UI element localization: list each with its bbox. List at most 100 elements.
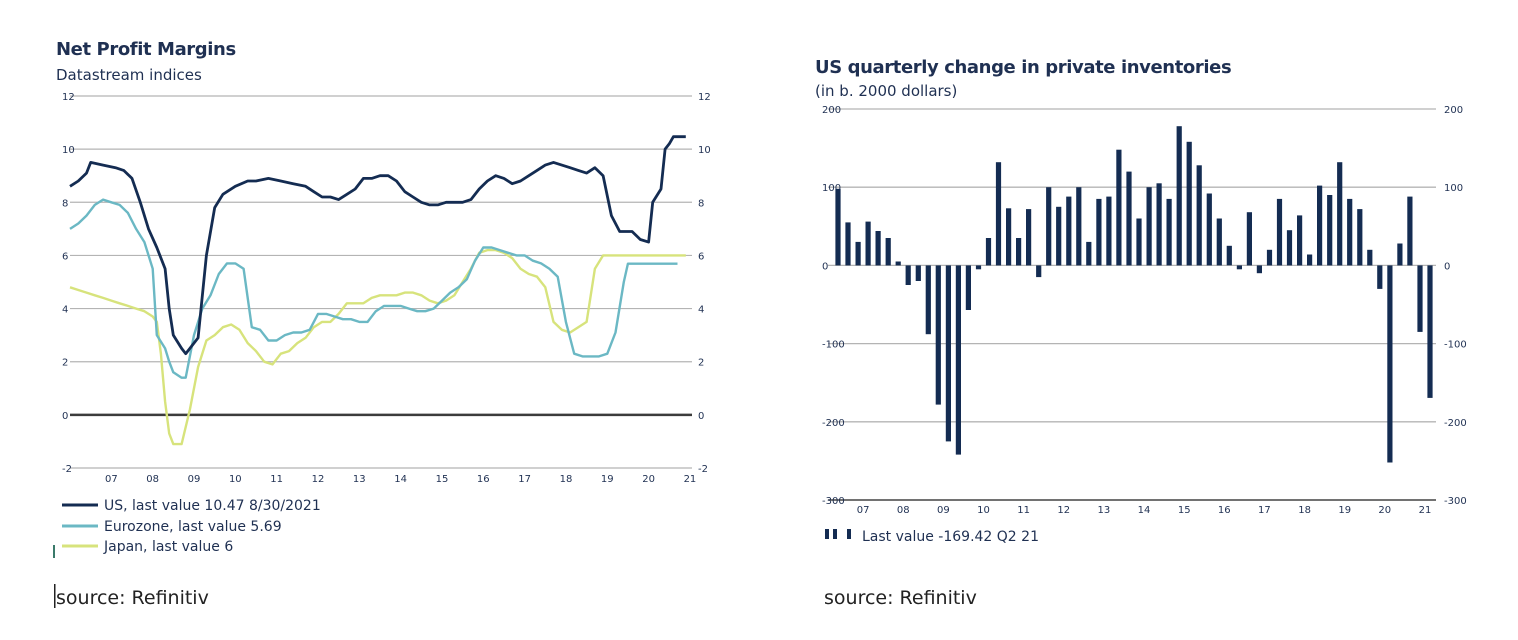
x-tick-label: 14 xyxy=(394,474,407,485)
source-left: source: Refinitiv xyxy=(56,587,209,609)
x-tick-label: 07 xyxy=(105,474,118,485)
y-tick-label: -100 xyxy=(1444,340,1467,351)
x-tick-label: 11 xyxy=(270,474,283,485)
legend: Last value -169.42 Q2 21 xyxy=(825,529,1039,545)
series-line-eurozone xyxy=(69,198,678,379)
gridlines xyxy=(828,108,1436,501)
bar xyxy=(1286,230,1293,266)
bar xyxy=(835,188,841,266)
y-tick-label: -200 xyxy=(822,418,845,429)
bar xyxy=(1076,187,1082,266)
bar xyxy=(1407,196,1413,266)
x-tick-label: 18 xyxy=(560,474,573,485)
bar xyxy=(915,265,921,281)
series-line-us xyxy=(69,135,686,356)
y-tick-label: 8 xyxy=(62,198,68,209)
y-tick-label: 8 xyxy=(698,198,704,209)
bar xyxy=(1096,198,1102,266)
x-tick-label: 09 xyxy=(188,474,201,485)
y-tick-label: 2 xyxy=(698,358,704,369)
bar xyxy=(1276,198,1283,266)
bar xyxy=(1206,193,1212,266)
y-tick-label: 4 xyxy=(62,305,68,316)
source-right: source: Refinitiv xyxy=(824,587,977,609)
x-tick-label: 15 xyxy=(1178,505,1191,516)
bar xyxy=(1347,198,1353,266)
bar xyxy=(1417,265,1423,332)
bar xyxy=(1136,218,1142,266)
x-tick-label: 07 xyxy=(857,505,870,516)
bar xyxy=(1307,254,1313,266)
bar xyxy=(1266,249,1273,266)
legend-label-japan: Japan, last value 6 xyxy=(103,539,233,555)
bar xyxy=(1066,196,1072,266)
y-tick-label: 100 xyxy=(1444,183,1463,194)
bar xyxy=(1026,209,1032,266)
legend-label-us: US, last value 10.47 8/30/2021 xyxy=(104,498,321,514)
x-axis: 07 08 09 10 11 12 13 14 15 16 17 18 19 20 21 xyxy=(105,474,696,485)
y-axis-right: -300 -200 -100 0 100 200 xyxy=(1444,105,1467,507)
bar xyxy=(855,241,861,266)
y-tick-label: 0 xyxy=(698,411,704,422)
bar xyxy=(1126,171,1132,266)
legend: US, last value 10.47 8/30/2021 Eurozone,… xyxy=(62,498,321,555)
bar xyxy=(1337,162,1343,266)
bar xyxy=(905,265,911,285)
x-tick-label: 20 xyxy=(642,474,655,485)
x-tick-label: 21 xyxy=(1419,505,1432,516)
bar xyxy=(1357,209,1363,266)
x-tick-label: 20 xyxy=(1378,505,1391,516)
bar xyxy=(1046,187,1052,266)
bar xyxy=(1006,208,1012,266)
chart-title: US quarterly change in private inventori… xyxy=(815,57,1231,78)
bar xyxy=(1397,243,1403,266)
x-tick-label: 10 xyxy=(229,474,242,485)
bar xyxy=(1106,196,1112,266)
y-tick-label: 6 xyxy=(62,251,68,262)
y-tick-label: 0 xyxy=(822,261,828,272)
bar xyxy=(1196,165,1202,266)
x-tick-label: 09 xyxy=(937,505,950,516)
legend-swatch-bar xyxy=(847,529,851,539)
y-tick-label: 4 xyxy=(698,305,704,316)
y-tick-label: 12 xyxy=(698,92,711,103)
x-tick-label: 13 xyxy=(1098,505,1111,516)
x-tick-label: 13 xyxy=(353,474,366,485)
bar xyxy=(845,222,851,266)
bar xyxy=(895,261,901,266)
x-tick-label: 15 xyxy=(436,474,449,485)
y-tick-label: -300 xyxy=(822,496,845,507)
bar xyxy=(985,238,992,266)
y-tick-label: -2 xyxy=(62,464,72,475)
y-tick-label: 0 xyxy=(1444,261,1450,272)
bar xyxy=(945,265,951,442)
legend-swatch-bar xyxy=(833,529,837,539)
y-tick-label: 100 xyxy=(822,183,841,194)
bar xyxy=(1317,185,1323,266)
chart-subtitle: Datastream indices xyxy=(56,66,202,84)
bar xyxy=(1036,265,1042,278)
y-tick-label: 200 xyxy=(822,105,841,116)
bar xyxy=(865,221,871,266)
y-tick-label: 0 xyxy=(62,411,68,422)
bar xyxy=(1246,212,1252,266)
y-tick-label: 6 xyxy=(698,251,704,262)
bar xyxy=(1377,265,1383,289)
y-tick-label: -100 xyxy=(822,340,845,351)
text-cursor xyxy=(54,584,56,608)
y-tick-label: 2 xyxy=(62,358,68,369)
bar xyxy=(1186,141,1192,266)
bar xyxy=(1367,249,1373,266)
series-lines xyxy=(69,135,686,446)
bar xyxy=(1327,195,1333,266)
x-tick-label: 10 xyxy=(977,505,990,516)
bar xyxy=(875,231,881,266)
x-tick-label: 16 xyxy=(1218,505,1231,516)
bar xyxy=(935,265,941,405)
chart-subtitle: (in b. 2000 dollars) xyxy=(815,82,957,100)
x-tick-label: 18 xyxy=(1298,505,1311,516)
bar xyxy=(1116,149,1122,266)
gridlines xyxy=(70,95,692,469)
bar xyxy=(1056,206,1062,266)
bar xyxy=(975,265,982,270)
